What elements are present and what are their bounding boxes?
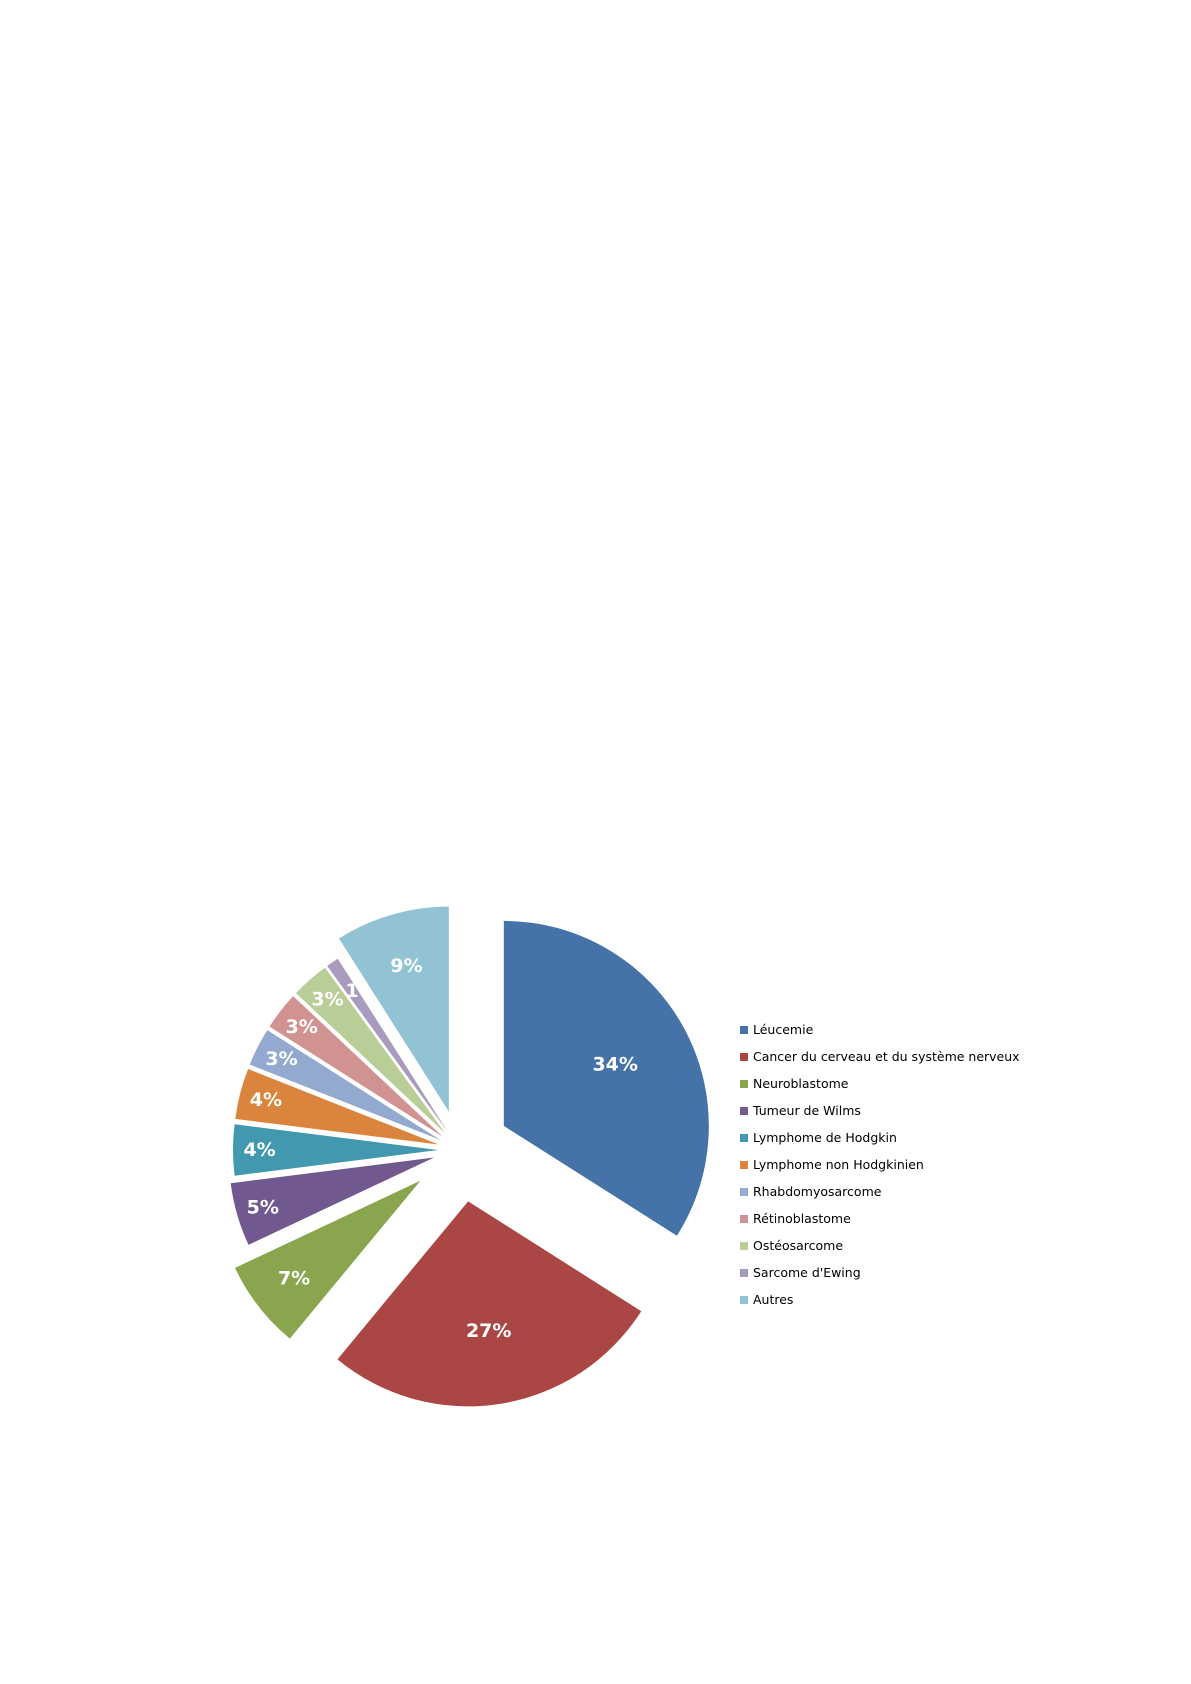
pie-slice-9 <box>296 967 446 1134</box>
pie-slice-1 <box>503 920 709 1236</box>
legend-swatch <box>740 1025 748 1034</box>
legend-item-3: Neuroblastome <box>740 1070 1020 1097</box>
pie-slice-7 <box>249 1030 441 1141</box>
chart-legend: Léucemie Cancer du cerveau et du système … <box>740 1016 1020 1313</box>
legend-label: Autres <box>753 1292 794 1307</box>
legend-item-6: Lymphome non Hodgkinien <box>740 1151 1020 1178</box>
legend-label: Lymphome non Hodgkinien <box>753 1157 924 1172</box>
pie-data-labels: 34%27%7%5%4%4%3%3%3% 19% <box>243 955 637 1342</box>
pie-slices <box>230 906 709 1407</box>
legend-item-1: Léucemie <box>740 1016 1020 1043</box>
legend-label: Cancer du cerveau et du système nerveux <box>753 1049 1020 1064</box>
pie-slice-8 <box>269 996 443 1137</box>
legend-swatch <box>740 1052 748 1061</box>
legend-swatch <box>740 1133 748 1142</box>
legend-item-8: Rétinoblastome <box>740 1205 1020 1232</box>
data-label-8: 3% <box>286 1016 318 1038</box>
legend-swatch <box>740 1214 748 1223</box>
data-label-6: 4% <box>250 1089 282 1111</box>
pie-slice-4 <box>230 1157 435 1245</box>
legend-item-7: Rhabdomyosarcome <box>740 1178 1020 1205</box>
legend-label: Rhabdomyosarcome <box>753 1184 882 1199</box>
data-label-3: 7% <box>278 1268 310 1290</box>
legend-label: Neuroblastome <box>753 1076 849 1091</box>
pie-slice-6 <box>235 1069 439 1145</box>
legend-item-2: Cancer du cerveau et du système nerveux <box>740 1043 1020 1070</box>
data-label-5: 4% <box>243 1139 275 1161</box>
pie-slice-10 <box>327 958 448 1132</box>
data-label-4: 5% <box>247 1196 279 1218</box>
legend-item-11: Autres <box>740 1286 1020 1313</box>
legend-label: Tumeur de Wilms <box>753 1103 861 1118</box>
legend-item-4: Tumeur de Wilms <box>740 1097 1020 1124</box>
data-label-10: 1 <box>345 980 358 1002</box>
legend-label: Lymphome de Hodgkin <box>753 1130 897 1145</box>
legend-label: Rétinoblastome <box>753 1211 851 1226</box>
legend-swatch <box>740 1241 748 1250</box>
legend-swatch <box>740 1106 748 1115</box>
pie-slice-3 <box>235 1180 421 1339</box>
legend-item-9: Ostéosarcome <box>740 1232 1020 1259</box>
legend-swatch <box>740 1268 748 1277</box>
legend-swatch <box>740 1187 748 1196</box>
data-label-1: 34% <box>592 1054 637 1076</box>
data-label-2: 27% <box>466 1320 511 1342</box>
pie-slice-5 <box>233 1124 438 1176</box>
data-label-9: 3% <box>311 989 343 1011</box>
legend-swatch <box>740 1160 748 1169</box>
legend-item-5: Lymphome de Hodgkin <box>740 1124 1020 1151</box>
legend-label: Sarcome d'Ewing <box>753 1265 861 1280</box>
legend-label: Ostéosarcome <box>753 1238 844 1253</box>
legend-item-10: Sarcome d'Ewing <box>740 1259 1020 1286</box>
legend-label: Léucemie <box>753 1022 814 1037</box>
legend-swatch <box>740 1295 748 1304</box>
legend-swatch <box>740 1079 748 1088</box>
pie-slice-11 <box>339 906 449 1112</box>
data-label-11: 9% <box>390 955 422 977</box>
pie-slice-2 <box>337 1201 642 1407</box>
data-label-7: 3% <box>265 1048 297 1070</box>
